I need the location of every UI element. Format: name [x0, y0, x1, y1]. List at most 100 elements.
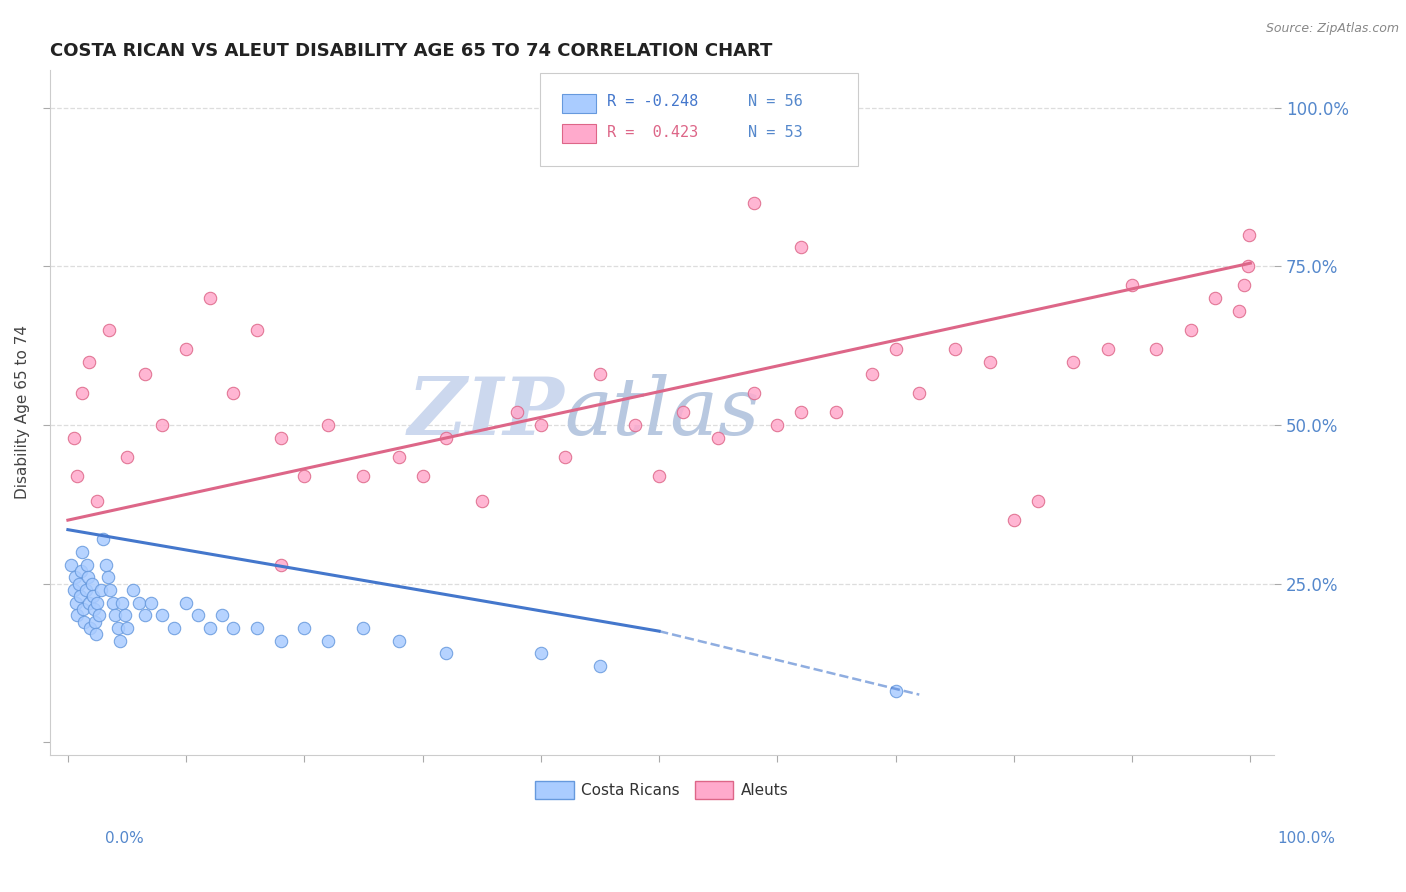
Point [1237, 227, 1260, 242]
Point [222, 621, 245, 635]
Point [77, 354, 100, 368]
Point [66, 468, 89, 483]
Point [107, 621, 129, 635]
Point [1062, 354, 1084, 368]
Point [790, 405, 813, 419]
Point [742, 195, 765, 210]
Point [76, 558, 98, 572]
Point [163, 621, 186, 635]
Point [292, 468, 315, 483]
Point [70, 564, 93, 578]
Point [122, 582, 145, 597]
Text: 0.0%: 0.0% [105, 831, 145, 846]
Point [353, 621, 375, 635]
Point [174, 596, 197, 610]
Point [270, 633, 292, 648]
Point [884, 684, 907, 698]
Point [1026, 494, 1049, 508]
Point [198, 291, 221, 305]
FancyBboxPatch shape [540, 73, 858, 166]
Text: N = 56: N = 56 [748, 95, 803, 110]
Point [101, 596, 124, 610]
Point [434, 646, 457, 660]
Point [316, 633, 339, 648]
Point [152, 417, 174, 432]
Point [65, 596, 87, 610]
Point [624, 417, 647, 432]
Point [1002, 513, 1025, 527]
Point [648, 468, 671, 483]
Point [139, 596, 162, 610]
Point [589, 659, 612, 673]
Point [111, 596, 134, 610]
Point [83, 602, 105, 616]
Point [86, 494, 108, 508]
Point [104, 608, 127, 623]
Point [84, 615, 107, 629]
Legend: Costa Ricans, Aleuts: Costa Ricans, Aleuts [529, 774, 794, 805]
Point [128, 596, 150, 610]
Point [134, 608, 156, 623]
Y-axis label: Disability Age 65 to 74: Disability Age 65 to 74 [15, 326, 30, 500]
Point [707, 431, 730, 445]
Point [94, 558, 117, 572]
Point [152, 608, 174, 623]
Point [134, 368, 156, 382]
Point [93, 532, 115, 546]
Point [270, 431, 292, 445]
Point [554, 450, 576, 464]
Point [75, 582, 97, 597]
Point [353, 468, 375, 483]
Point [198, 621, 221, 635]
Point [115, 621, 138, 635]
Point [211, 608, 233, 623]
Text: atlas: atlas [564, 374, 759, 451]
Point [108, 633, 131, 648]
Point [506, 405, 529, 419]
Point [80, 576, 103, 591]
Point [292, 621, 315, 635]
Point [72, 602, 94, 616]
FancyBboxPatch shape [562, 94, 596, 112]
Point [82, 589, 104, 603]
Point [1097, 342, 1119, 356]
Point [434, 431, 457, 445]
Point [62, 582, 84, 597]
Point [100, 582, 122, 597]
Point [62, 431, 84, 445]
Point [90, 582, 112, 597]
Point [70, 545, 93, 559]
Point [589, 368, 612, 382]
Point [222, 386, 245, 401]
Point [766, 417, 789, 432]
Point [66, 608, 89, 623]
Point [77, 596, 100, 610]
Text: 100.0%: 100.0% [1278, 831, 1336, 846]
Point [979, 354, 1001, 368]
Point [63, 570, 86, 584]
Point [790, 240, 813, 254]
Text: R =  0.423: R = 0.423 [607, 125, 699, 139]
Point [79, 621, 101, 635]
Text: R = -0.248: R = -0.248 [607, 95, 699, 110]
Text: ZIP: ZIP [408, 374, 564, 451]
Point [412, 468, 434, 483]
Point [1237, 260, 1260, 274]
Point [270, 558, 292, 572]
Point [1144, 342, 1167, 356]
Point [246, 323, 269, 337]
Point [860, 368, 883, 382]
Text: COSTA RICAN VS ALEUT DISABILITY AGE 65 TO 74 CORRELATION CHART: COSTA RICAN VS ALEUT DISABILITY AGE 65 T… [51, 42, 772, 60]
Point [187, 608, 209, 623]
Point [1204, 291, 1226, 305]
Text: Source: ZipAtlas.com: Source: ZipAtlas.com [1265, 22, 1399, 36]
Point [60, 558, 83, 572]
Point [1121, 278, 1143, 293]
Point [530, 646, 553, 660]
Point [246, 621, 269, 635]
Point [388, 633, 411, 648]
Point [388, 450, 411, 464]
Point [115, 450, 138, 464]
Point [174, 342, 197, 356]
Point [943, 342, 966, 356]
